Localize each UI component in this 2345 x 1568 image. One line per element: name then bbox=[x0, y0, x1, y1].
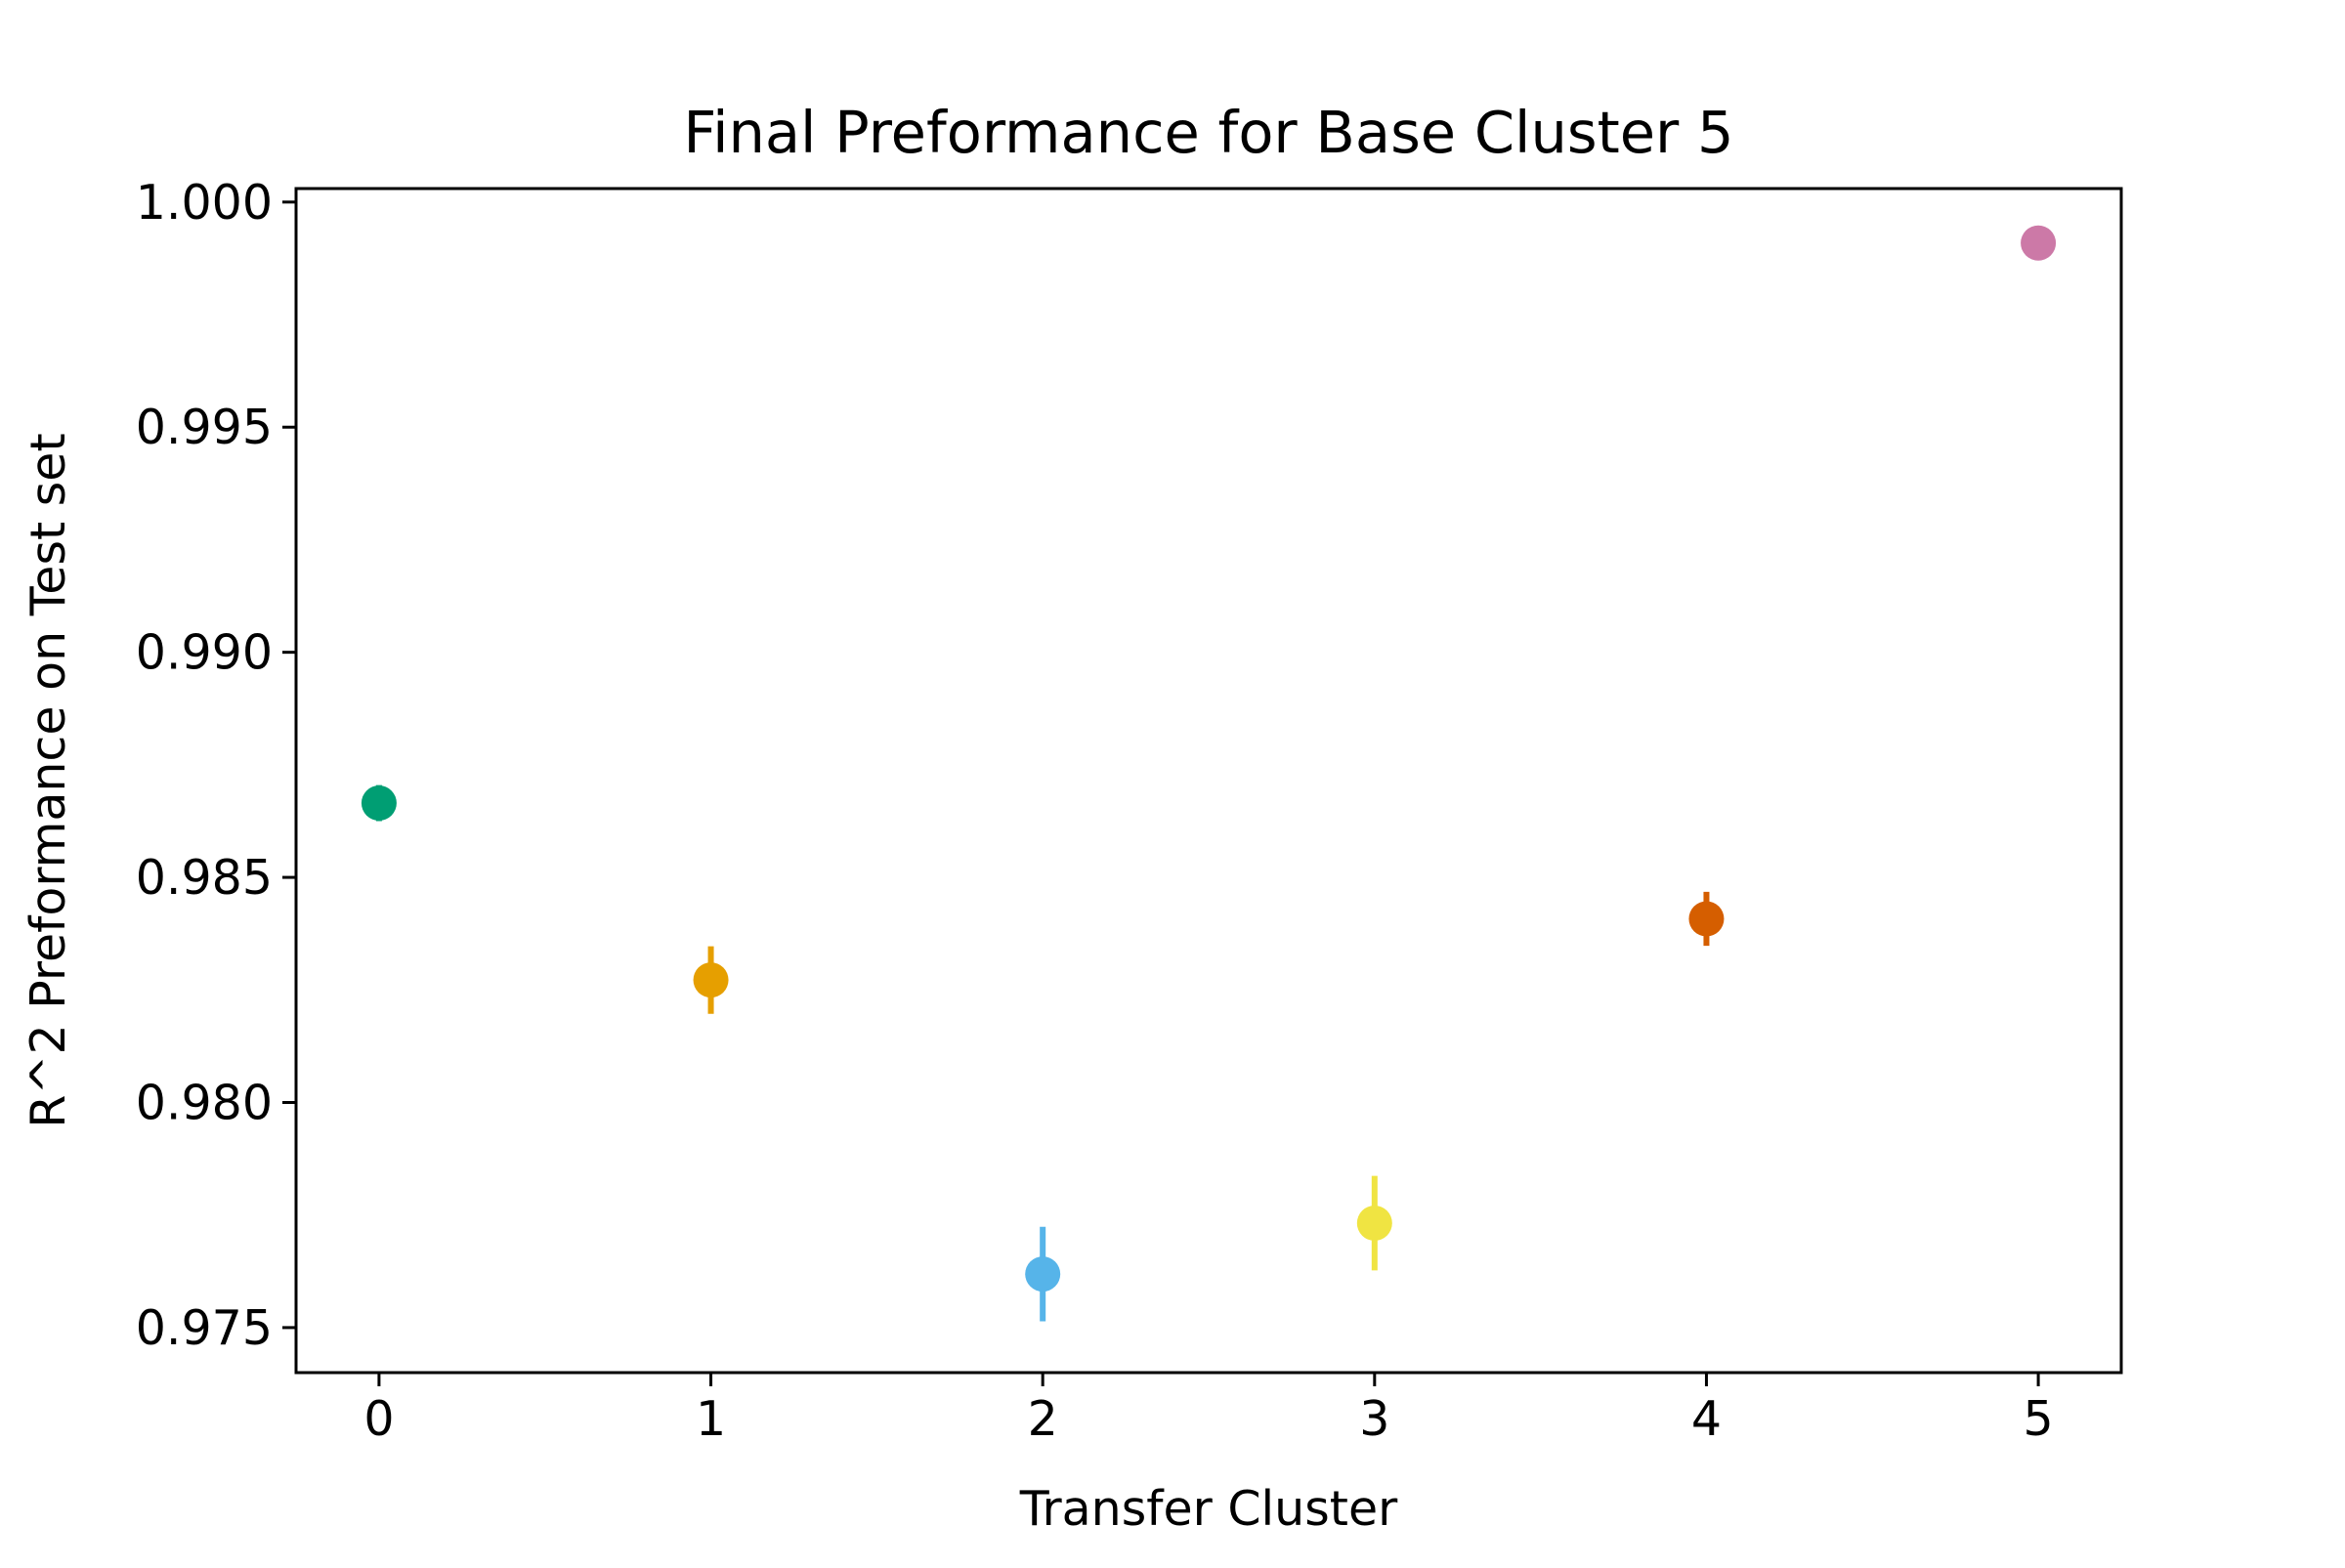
y-axis-label: R^2 Preformance on Test set bbox=[21, 433, 76, 1127]
y-tick-label: 0.995 bbox=[136, 400, 273, 455]
y-tick-label: 0.975 bbox=[136, 1300, 273, 1356]
x-tick-label: 4 bbox=[1691, 1391, 1722, 1447]
x-tick-label: 3 bbox=[1359, 1391, 1389, 1447]
data-point bbox=[693, 962, 729, 998]
data-point bbox=[1356, 1206, 1392, 1242]
x-tick-label: 1 bbox=[696, 1391, 726, 1447]
x-axis-label: Transfer Cluster bbox=[1019, 1481, 1398, 1537]
x-tick-label: 2 bbox=[1028, 1391, 1058, 1447]
plot-area bbox=[361, 225, 2057, 1322]
y-tick-label: 0.985 bbox=[136, 850, 273, 906]
data-point bbox=[1688, 901, 1725, 937]
data-point bbox=[2021, 225, 2057, 261]
x-tick-label: 0 bbox=[363, 1391, 394, 1447]
x-tick-label: 5 bbox=[2023, 1391, 2053, 1447]
y-tick-label: 0.980 bbox=[136, 1075, 273, 1130]
data-point bbox=[1025, 1256, 1061, 1293]
y-tick-label: 0.990 bbox=[136, 625, 273, 681]
plot-frame bbox=[294, 187, 2123, 1375]
y-tick-label: 1.000 bbox=[136, 175, 273, 231]
chart-title: Final Preformance for Base Cluster 5 bbox=[683, 99, 1733, 166]
data-point bbox=[361, 785, 397, 822]
y-axis: 0.975 0.980 0.985 0.990 0.995 1.000 bbox=[136, 175, 296, 1356]
x-axis: 0 1 2 3 4 5 bbox=[363, 1373, 2054, 1447]
